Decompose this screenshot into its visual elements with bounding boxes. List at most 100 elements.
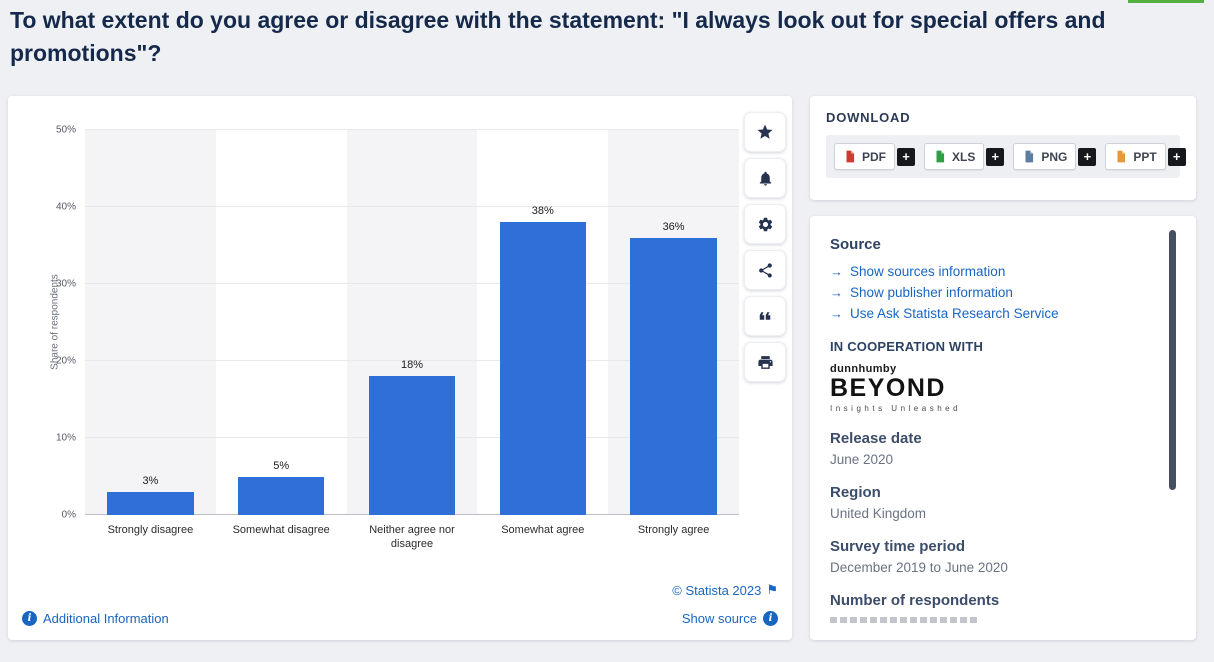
bar-value-label: 18% <box>400 359 423 372</box>
download-ppt-button[interactable]: PPT <box>1105 143 1166 170</box>
show-sources-information-link[interactable]: → Show sources information <box>830 261 1176 282</box>
bar[interactable] <box>238 476 325 515</box>
download-png-button[interactable]: PNG <box>1013 143 1077 170</box>
chart-card: Share of respondents 0% 10% 20% 30% 40% 50% 3%… <box>8 96 792 640</box>
y-tick-label: 30% <box>55 278 76 290</box>
bar[interactable] <box>368 376 456 515</box>
arrow-icon: → <box>830 285 843 300</box>
notifications-button[interactable] <box>744 158 786 198</box>
bar-value-label: 3% <box>142 474 159 487</box>
show-publisher-information-link[interactable]: → Show publisher information <box>830 282 1176 303</box>
show-source-link[interactable]: Show source i <box>682 611 778 626</box>
cite-button[interactable] <box>744 296 786 336</box>
download-group-png: PNG + <box>1013 143 1097 170</box>
arrow-icon: → <box>830 306 843 321</box>
copyright-text: © Statista 2023 <box>672 582 762 598</box>
gridline <box>85 283 739 284</box>
y-tick-label: 40% <box>55 201 76 213</box>
logo-brand: dunnhumby <box>830 363 897 375</box>
page-title: To what extent do you agree or disagree … <box>10 7 1106 66</box>
gridline <box>85 360 739 361</box>
download-xls-label: XLS <box>952 149 976 164</box>
bar-chart-plot: 0% 10% 20% 30% 40% 50% 3% 5% 18% 38% 36% <box>56 125 739 521</box>
pdf-file-icon <box>846 150 855 163</box>
survey-time-period-value: December 2019 to June 2020 <box>830 560 1008 575</box>
bell-icon <box>759 171 771 186</box>
bar[interactable] <box>499 222 586 515</box>
region-label: Region <box>830 484 881 501</box>
download-format-strip: PDF + XLS + PNG + PPT + <box>826 135 1186 178</box>
number-of-respondents-value-clipped <box>830 617 980 623</box>
download-pdf-button[interactable]: PDF <box>834 143 895 170</box>
download-heading: DOWNLOAD <box>826 110 911 125</box>
favorite-button[interactable] <box>744 112 786 152</box>
column-stripe <box>85 130 216 515</box>
gear-icon <box>758 217 772 231</box>
download-group-pdf: PDF + <box>834 143 915 170</box>
arrow-icon: → <box>830 264 843 279</box>
survey-time-period-label: Survey time period <box>830 538 966 555</box>
link-label: Show sources information <box>850 264 1006 279</box>
link-label: Use Ask Statista Research Service <box>850 306 1059 321</box>
download-group-ppt: PPT + <box>1105 143 1186 170</box>
additional-information-link[interactable]: i Additional Information <box>22 611 169 626</box>
release-date-value: June 2020 <box>830 452 894 467</box>
x-category-label: Strongly disagree <box>107 524 194 536</box>
region-value: United Kingdom <box>830 506 927 521</box>
xls-file-icon <box>936 150 945 163</box>
settings-button[interactable] <box>744 204 786 244</box>
y-tick-label: 50% <box>55 124 76 136</box>
print-icon <box>757 355 773 369</box>
download-xls-button[interactable]: XLS <box>924 143 985 170</box>
top-green-bar <box>1128 0 1204 3</box>
x-category-label: Neither agree nor disagree <box>369 524 455 550</box>
source-heading: Source <box>830 236 881 253</box>
share-icon <box>758 262 772 278</box>
bar[interactable] <box>630 237 717 515</box>
ppt-file-icon <box>1117 150 1126 163</box>
bar-value-label: 36% <box>662 220 685 233</box>
bar-value-label: 5% <box>273 459 290 472</box>
x-category-label: Somewhat disagree <box>232 524 330 536</box>
scrollbar[interactable] <box>1169 230 1176 490</box>
y-tick-label: 10% <box>55 432 76 444</box>
bar-value-label: 38% <box>531 205 554 218</box>
logo-tagline: Insights Unleashed <box>830 404 962 413</box>
y-tick-label: 20% <box>55 355 76 367</box>
logo-name: BEYOND <box>830 374 946 402</box>
dunnhumby-beyond-logo: dunnhumby BEYOND Insights Unleashed <box>830 363 1176 413</box>
download-png-label: PNG <box>1041 149 1068 164</box>
gridline <box>85 206 739 207</box>
show-source-label: Show source <box>681 611 757 626</box>
download-panel: DOWNLOAD PDF + XLS + PNG + <box>810 96 1196 200</box>
additional-information-label: Additional Information <box>43 611 169 626</box>
number-of-respondents-label: Number of respondents <box>830 592 1000 609</box>
x-category-label: Somewhat agree <box>501 524 585 536</box>
star-icon <box>757 124 773 139</box>
download-xls-plus-button[interactable]: + <box>986 147 1005 166</box>
source-panel: Source → Show sources information → Show… <box>810 216 1196 640</box>
download-group-xls: XLS + <box>924 143 1005 170</box>
copyright: © Statista 2023 ⚑ <box>672 582 778 598</box>
download-ppt-plus-button[interactable]: + <box>1167 147 1186 166</box>
x-axis-labels: Strongly disagree Somewhat disagree Neithe… <box>85 523 739 551</box>
png-file-icon <box>1025 150 1034 163</box>
ask-statista-research-service-link[interactable]: → Use Ask Statista Research Service <box>830 303 1176 324</box>
flag-icon[interactable]: ⚑ <box>766 582 778 597</box>
y-tick-label: 0% <box>61 509 76 521</box>
release-date-label: Release date <box>830 430 922 447</box>
x-category-label: Strongly agree <box>637 524 710 536</box>
gridline <box>85 129 739 130</box>
download-pdf-label: PDF <box>862 149 886 164</box>
download-ppt-label: PPT <box>1133 149 1157 164</box>
print-button[interactable] <box>744 342 786 382</box>
quote-icon <box>759 312 771 320</box>
bar[interactable] <box>107 491 194 515</box>
download-pdf-plus-button[interactable]: + <box>897 147 915 166</box>
info-icon: i <box>763 611 778 626</box>
download-png-plus-button[interactable]: + <box>1078 147 1097 166</box>
share-button[interactable] <box>744 250 786 290</box>
cooperation-heading: IN COOPERATION WITH <box>830 339 984 354</box>
chart-toolbar <box>744 112 786 382</box>
link-label: Show publisher information <box>850 285 1013 300</box>
